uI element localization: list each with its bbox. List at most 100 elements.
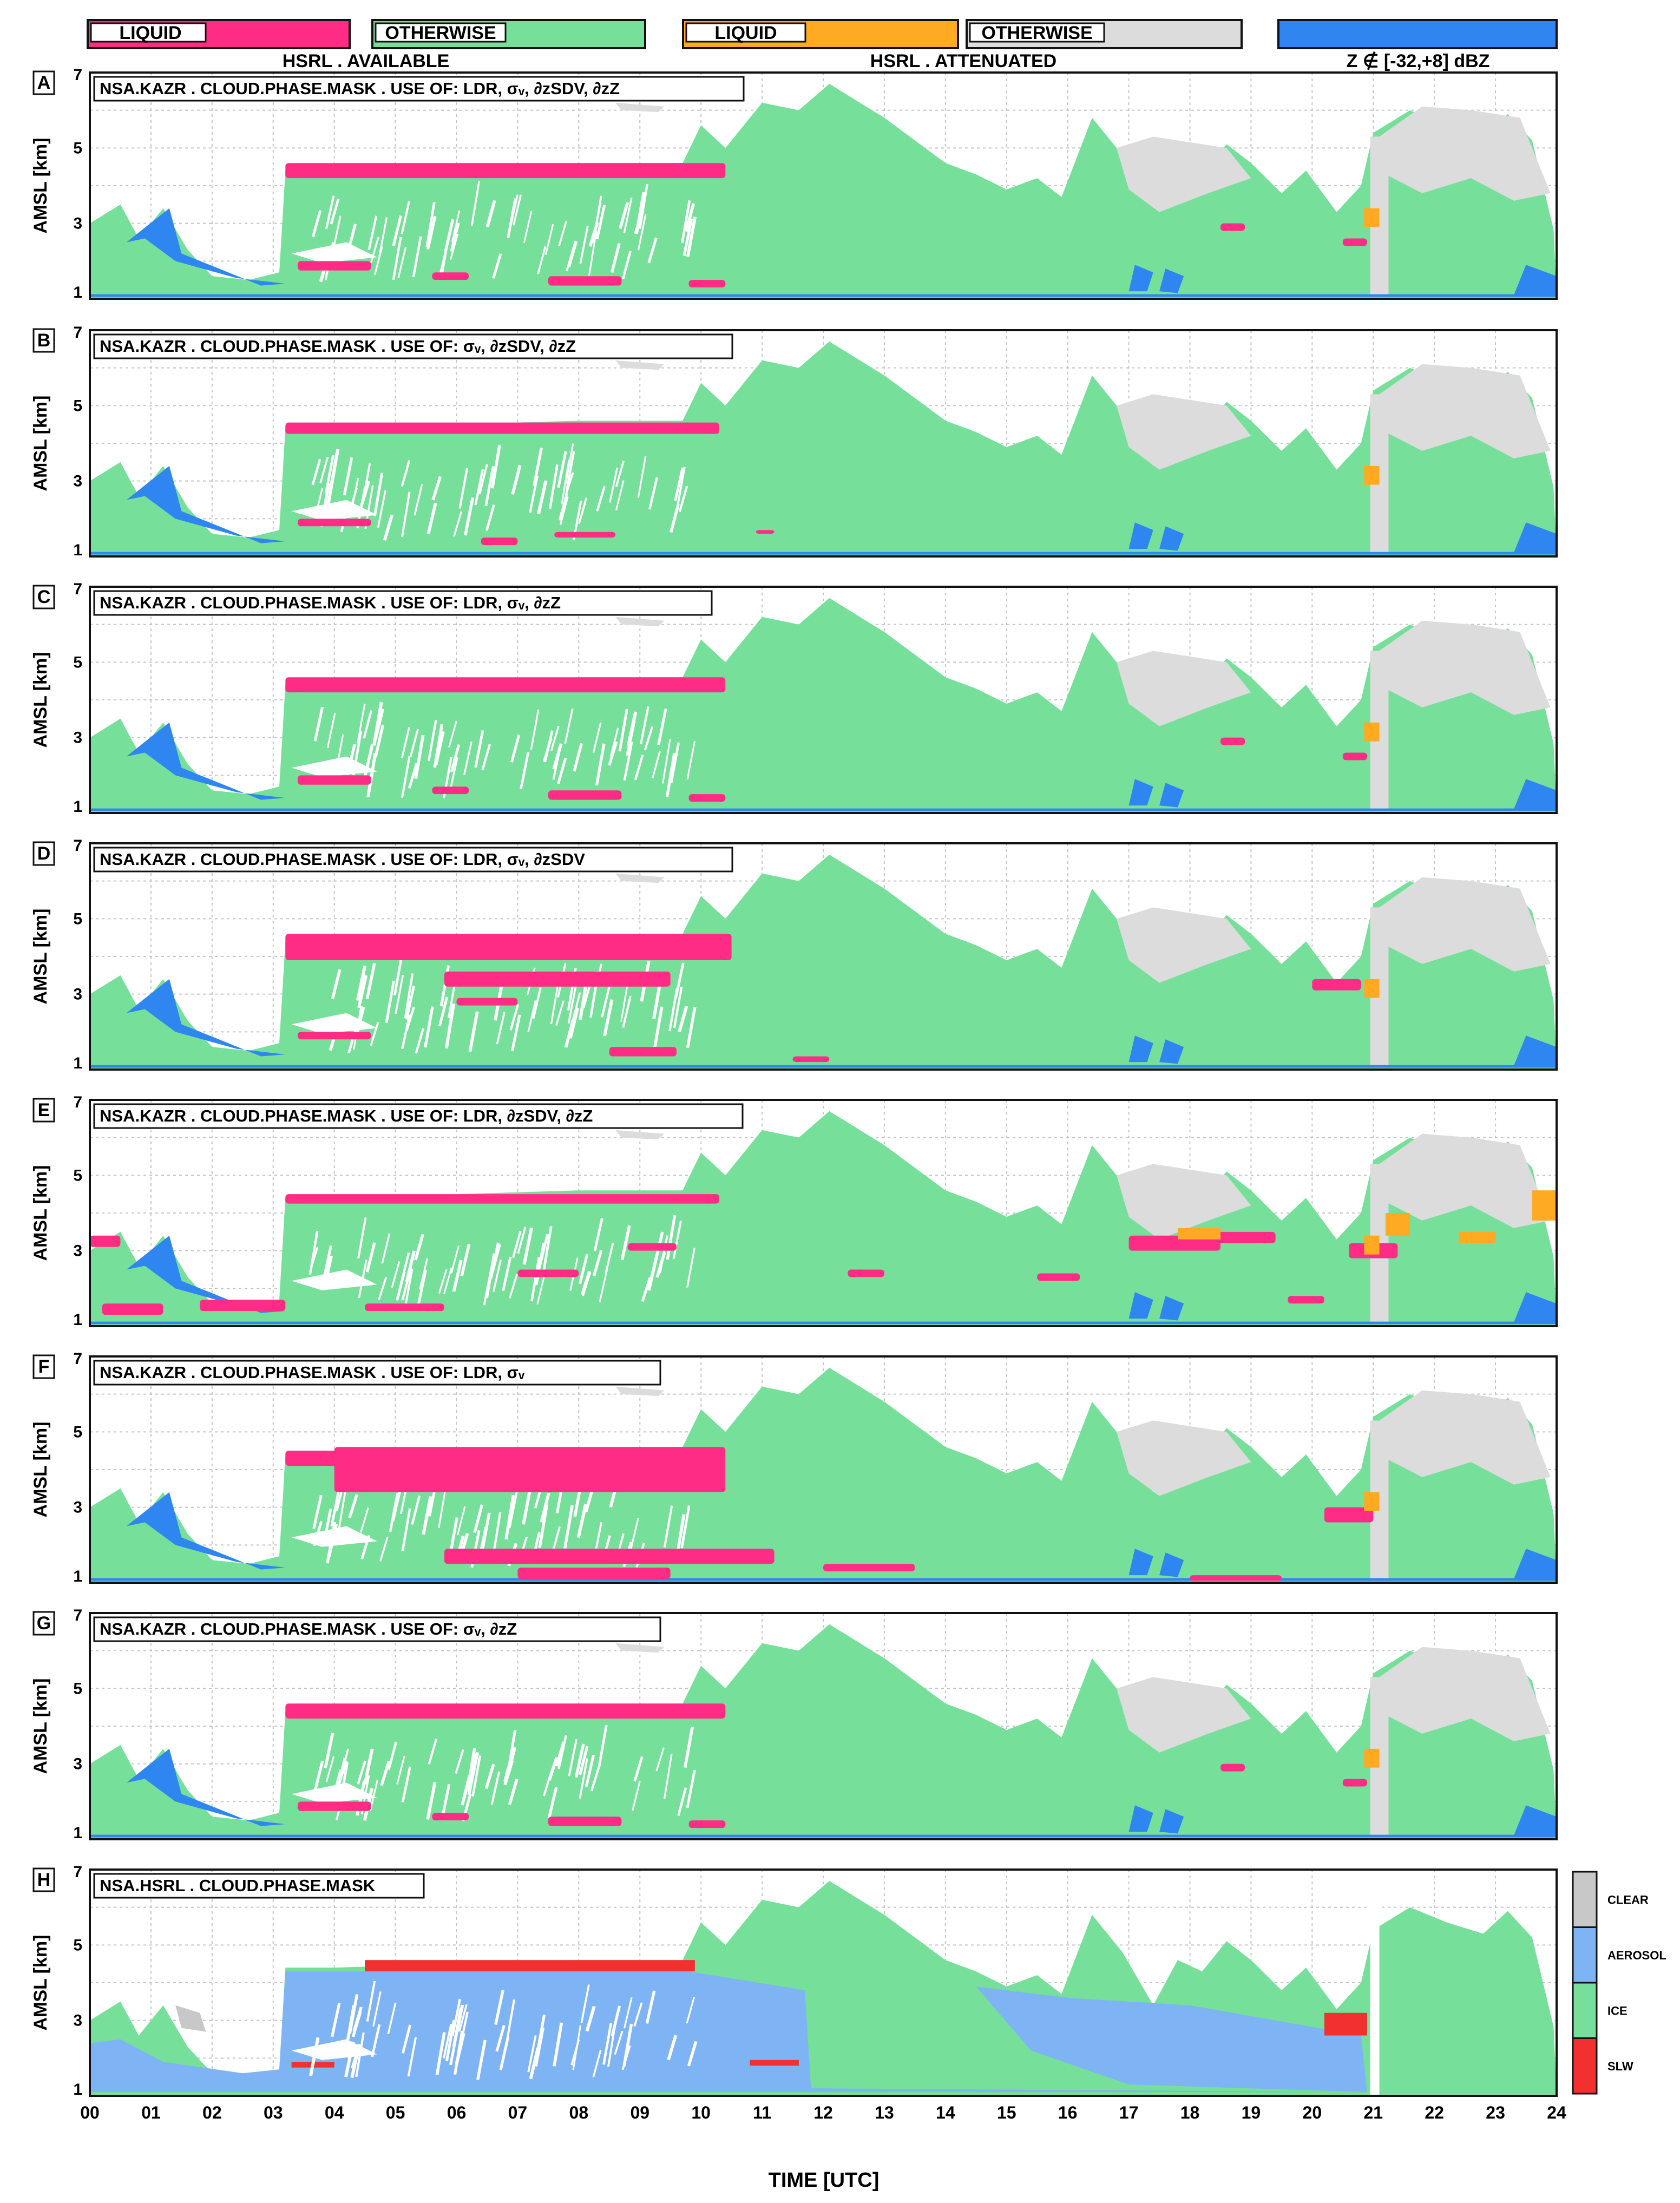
fallstreak-gap [504,1494,515,1540]
fallstreak-gap [622,995,632,1028]
fallstreak-gap [411,1495,421,1525]
fallstreak-gap [408,763,418,789]
fallstreak-gap [435,2032,446,2075]
fallstreak-gap [503,1753,513,1781]
liquid-layer [432,272,469,280]
fallstreak-gap [311,209,322,238]
attenuated-liquid [1385,1213,1410,1236]
fallstreak-gap [653,1006,664,1050]
panel-title: NSA.KAZR . CLOUD.PHASE.MASK . USE OF: LD… [100,593,561,612]
fallstreak-gap [387,2002,397,2034]
fallstreak-gap [663,1754,673,1800]
fallstreak-gap [580,1984,590,2023]
colorbar-segment [1572,2037,1598,2095]
panel-letter-box [32,70,55,95]
fallstreak-gap [368,215,378,251]
fallstreak-gap [548,464,559,509]
panel-letter-box [32,841,55,866]
fallstreak-gap [370,1021,379,1046]
cloud-body [90,1624,1557,1838]
fallstreak-gap [663,1505,673,1548]
hsrl-colorbar: CLEAR AEROSOL ICE SLW [1572,1871,1666,2095]
y-tick-label: 1 [73,541,82,559]
fallstreak-gap [667,2035,678,2061]
liquid-layer [627,1243,677,1251]
x-tick-label: 24 [1547,2103,1566,2122]
aerosol-region [90,1971,1367,2093]
fallstreak-gap [508,1778,519,1805]
panel-letter-box [32,1098,55,1123]
z-out-region [1128,779,1153,806]
fallstreak-gap [444,1003,456,1049]
legend-label-otherwise-available: OTHERWISE [385,23,496,43]
plot-frame [89,1355,1558,1584]
fallstreak-gap [568,1739,578,1776]
fallstreak-gap [356,703,366,744]
liquid-layer [1220,223,1245,231]
liquid-layer [285,934,732,960]
fallstreak-gap [634,755,644,781]
y-tick-label: 1 [73,1054,82,1072]
fallstreak-gap [615,461,625,487]
fallstreak-gap [363,1748,374,1785]
fallstreak-gap [326,713,336,749]
fallstreak-gap [539,1234,549,1266]
clear-gap [291,2039,377,2060]
fallstreak-gap [401,491,411,537]
fallstreak-gap [678,1006,688,1033]
clear-gap [291,500,377,521]
y-tick-label: 1 [73,1568,82,1585]
aerosol-region [976,1986,1367,2093]
x-tick-label: 06 [447,2103,467,2122]
fallstreak-gap [568,1005,578,1033]
panel-letter: F [38,1356,50,1377]
attenuated-region [1379,620,1551,715]
x-tick-label: 03 [264,2103,283,2122]
fallstreak-gap [602,2023,613,2065]
panel-letter-box [32,1611,55,1636]
z-out-region [126,465,286,543]
attenuated-region [1117,651,1251,726]
liquid-layer [756,530,775,534]
z-out-region [1128,1035,1153,1063]
y-tick-label: 5 [73,1166,82,1184]
fallstreak-gap [513,194,522,226]
fallstreak-gap [414,1234,424,1261]
y-tick-label: 3 [73,1755,82,1773]
legend-group-attenuated: HSRL . ATTENUATED [870,51,1056,71]
fallstreak-gap [388,1741,397,1771]
phase-mask-field [90,854,1557,1068]
fallstreak-gap [471,1755,482,1797]
fallstreak-gap [506,1999,516,2042]
fallstreak-gap [677,1787,687,1816]
panel-title: NSA.HSRL . CLOUD.PHASE.MASK [100,1876,376,1895]
x-tick-label: 16 [1058,2103,1078,2122]
fallstreak-gap [383,514,393,541]
fallstreak-gap [599,1269,608,1303]
legend-label-liquid-available: LIQUID [119,23,181,43]
colorbar-segment [1572,1871,1598,1928]
colorbar-segment [1572,1982,1598,2039]
y-tick-label: 5 [73,1936,82,1954]
y-tick-label: 7 [73,837,82,855]
fallstreak-gap [615,480,625,510]
z-out-region [1128,1805,1153,1832]
panel-A: A NSA.KAZR . CLOUD.PHASE.MASK . USE OF: L… [30,66,1558,301]
fallstreak-gap [645,1990,656,2024]
fallstreak-gap [601,986,611,1018]
fallstreak-gap [322,1245,332,1280]
fallstreak-gap [463,741,472,775]
fallstreak-gap [490,444,501,489]
fallstreak-gap [481,744,491,770]
fallstreak-gap [324,1733,334,1768]
fallstreak-gap [371,2024,381,2057]
fallstreak-gap [595,743,606,786]
fallstreak-gap [684,1726,694,1768]
fallstreak-gap [665,752,676,798]
fallstreak-gap [443,2023,452,2058]
legend-item-liquid-attenuated: LIQUID [682,19,959,49]
fallstreak-gap [595,205,606,240]
x-tick-label: 19 [1242,2103,1261,2122]
fallstreak-gap [585,2005,596,2032]
panel-title: NSA.KAZR . CLOUD.PHASE.MASK . USE OF: LD… [100,79,620,98]
